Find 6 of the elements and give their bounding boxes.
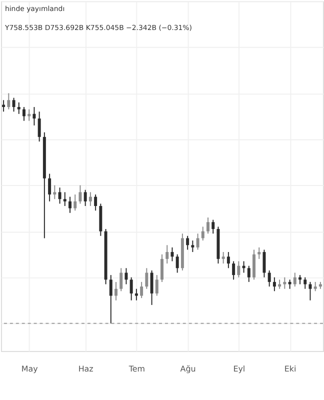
- x-tick-label: Haz: [78, 364, 94, 374]
- x-tick-label: Tem: [128, 364, 146, 374]
- x-tick-label: May: [21, 364, 38, 374]
- x-tick-label: Eki: [284, 364, 296, 374]
- x-tick-label: Eyl: [233, 364, 246, 374]
- x-tick-label: Ağu: [180, 364, 196, 374]
